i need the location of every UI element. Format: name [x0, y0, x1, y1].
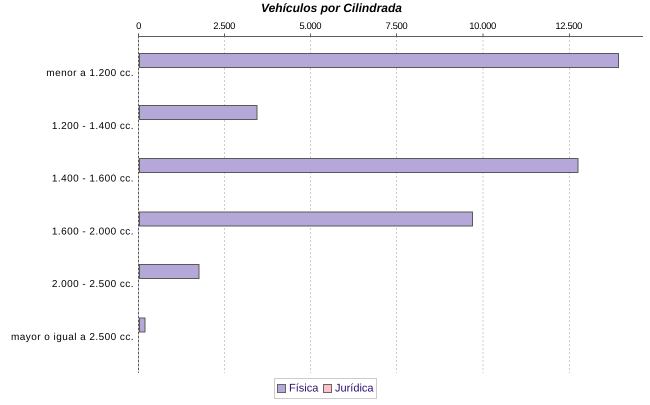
svg-text:mayor o igual a 2.500 cc.: mayor o igual a 2.500 cc. [11, 332, 134, 343]
svg-text:Jurídica: Jurídica [335, 383, 374, 395]
svg-text:2.000 - 2.500 cc.: 2.000 - 2.500 cc. [52, 279, 134, 290]
svg-text:0: 0 [136, 21, 141, 32]
svg-text:10.000: 10.000 [469, 21, 496, 32]
svg-text:1.400 - 1.600 cc.: 1.400 - 1.600 cc. [52, 174, 134, 185]
svg-text:menor a 1.200 cc.: menor a 1.200 cc. [46, 68, 134, 79]
svg-text:Vehículos por Cilindrada: Vehículos por Cilindrada [261, 1, 402, 15]
svg-text:5.000: 5.000 [299, 21, 321, 32]
svg-text:7.500: 7.500 [386, 21, 408, 32]
svg-text:1.200 - 1.400 cc.: 1.200 - 1.400 cc. [52, 121, 134, 132]
svg-text:2.500: 2.500 [213, 21, 235, 32]
svg-text:12.500: 12.500 [555, 21, 582, 32]
svg-text:1.600 - 2.000 cc.: 1.600 - 2.000 cc. [52, 226, 134, 237]
svg-text:Física: Física [289, 383, 319, 395]
